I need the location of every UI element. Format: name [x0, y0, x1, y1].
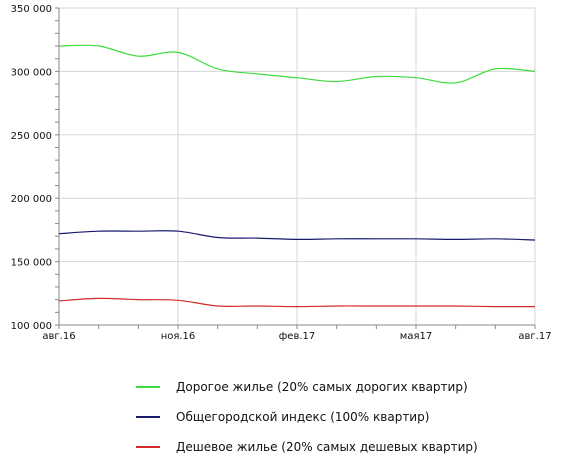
- y-tick-label: 250 000: [11, 131, 52, 142]
- legend-swatch-expensive: [136, 386, 160, 388]
- y-axis-tick-labels: 100 000 150 000 200 000 250 000 300 000 350 0…: [11, 4, 52, 332]
- legend-item-expensive: Дорогое жилье (20% самых дорогих квартир…: [136, 372, 556, 402]
- chart-series-group: [58, 44, 536, 308]
- x-tick-label: авг.16: [42, 331, 75, 342]
- y-tick-label: 350 000: [11, 4, 52, 15]
- legend-swatch-city-index: [136, 416, 160, 418]
- x-tick-label: мая17: [400, 331, 432, 342]
- chart-legend: Дорогое жилье (20% самых дорогих квартир…: [136, 372, 556, 462]
- legend-label-expensive: Дорогое жилье (20% самых дорогих квартир…: [176, 380, 468, 394]
- legend-swatch-cheap: [136, 446, 160, 448]
- legend-item-cheap: Дешевое жилье (20% самых дешевых квартир…: [136, 432, 556, 462]
- y-tick-label: 200 000: [11, 194, 52, 205]
- series-line-city-index: [58, 230, 536, 241]
- chart-axes: [55, 7, 536, 329]
- legend-label-city-index: Общегородской индекс (100% квартир): [176, 410, 430, 424]
- series-line-expensive: [58, 44, 536, 84]
- chart-grid: [58, 7, 536, 326]
- x-tick-label: авг.17: [518, 331, 551, 342]
- y-tick-label: 300 000: [11, 67, 52, 78]
- series-line-cheap: [58, 297, 536, 308]
- line-chart: 100 000 150 000 200 000 250 000 300 000 350 0…: [11, 4, 552, 342]
- x-tick-label: ноя.16: [161, 331, 196, 342]
- y-tick-label: 100 000: [11, 321, 52, 332]
- x-tick-label: фев.17: [279, 331, 316, 342]
- x-axis-tick-labels: авг.16 ноя.16 фев.17 мая17 авг.17: [42, 331, 551, 342]
- legend-item-city-index: Общегородской индекс (100% квартир): [136, 402, 556, 432]
- legend-label-cheap: Дешевое жилье (20% самых дешевых квартир…: [176, 440, 478, 454]
- y-tick-label: 150 000: [11, 258, 52, 269]
